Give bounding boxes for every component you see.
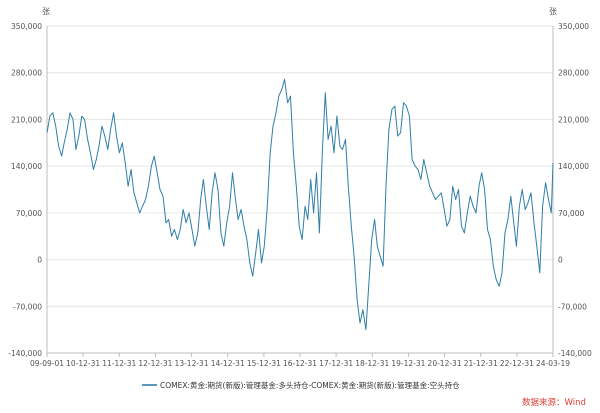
y-tick-label: 0 [558,256,563,265]
x-tick-label: 14-12-31 [211,359,245,368]
y-unit-right: 张 [549,7,557,16]
y-axis-right: 350,000 280,000 210,000 140,000 70,000 0 -70,0… [558,22,592,358]
y-tick-label: -140,000 [8,349,42,358]
y-tick-label: 0 [37,256,42,265]
legend-label: COMEX:黄金:期货(新版):管理基金:多头持仓-COMEX:黄金:期货(新版… [160,380,460,390]
series-line [46,78,554,331]
x-tick-label: 24-03-19 [536,359,570,368]
x-tick-label: 19-12-31 [391,359,425,368]
y-tick-label: 350,000 [558,22,589,31]
y-tick-label: -70,000 [558,302,587,311]
x-tick-label: 13-12-31 [175,359,209,368]
y-tick-label: -140,000 [558,349,592,358]
x-tick-label: 21-12-31 [464,359,498,368]
grid-lines [47,25,553,354]
y-tick-label: 70,000 [16,209,42,218]
y-tick-label: 70,000 [558,209,584,218]
y-tick-label: 210,000 [558,115,589,124]
x-tick-label: 22-12-31 [500,359,534,368]
x-tick-label: 12-12-31 [138,359,172,368]
x-tick-label: 20-12-31 [428,359,462,368]
x-tick-label: 16-12-31 [283,359,317,368]
x-tick-label: 17-12-31 [319,359,353,368]
y-tick-label: 140,000 [558,162,589,171]
x-tick-label: 15-12-31 [247,359,281,368]
chart-axes [46,26,554,354]
source-note: 数据来源：Wind [522,397,586,408]
y-unit-left: 张 [42,7,50,16]
y-tick-label: -70,000 [13,302,42,311]
legend: COMEX:黄金:期货(新版):管理基金:多头持仓-COMEX:黄金:期货(新版… [142,380,460,390]
x-tick-label: 11-12-31 [102,359,136,368]
x-axis: 09-09-01 10-12-31 11-12-31 12-12-31 13-12-31… [30,353,570,368]
y-tick-label: 280,000 [558,69,589,78]
y-tick-label: 350,000 [11,22,42,31]
x-tick-label: 18-12-31 [355,359,389,368]
x-tick-label: 09-09-01 [30,359,64,368]
x-tick-label: 10-12-31 [66,359,100,368]
y-tick-label: 140,000 [11,162,42,171]
y-tick-label: 280,000 [11,69,42,78]
y-axis-left: 350,000 280,000 210,000 140,000 70,000 0 -70,0… [8,22,42,358]
y-tick-label: 210,000 [11,115,42,124]
